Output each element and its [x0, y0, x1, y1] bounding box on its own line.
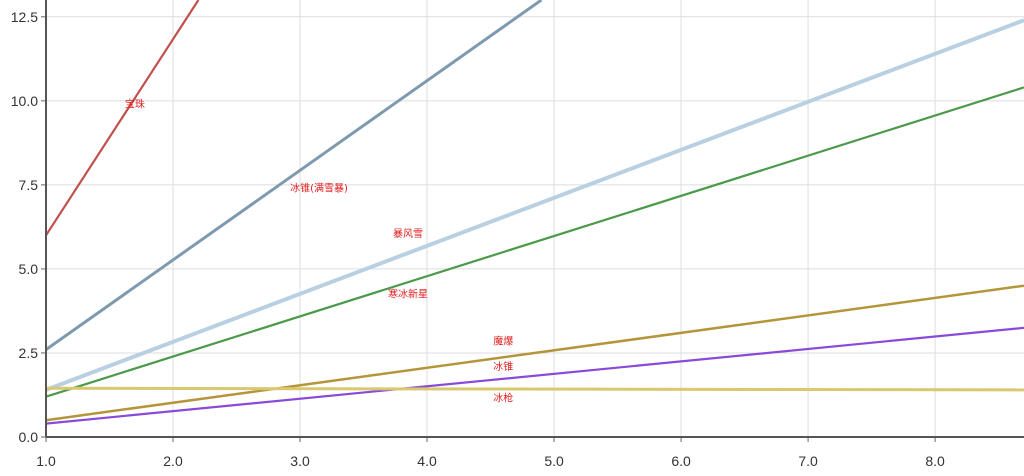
- x-tick-label: 3.0: [290, 453, 310, 469]
- x-tick-label: 5.0: [544, 453, 564, 469]
- series-line-3: [45, 86, 1024, 398]
- series-label: 冰枪: [493, 392, 513, 405]
- x-tick-label: 7.0: [798, 453, 818, 469]
- y-tick-label: 5.0: [19, 261, 39, 277]
- series-line-2: [45, 18, 1024, 392]
- series-lines: [45, 0, 1024, 425]
- x-tick-label: 1.0: [36, 453, 56, 469]
- y-tick-label: 2.5: [19, 345, 39, 361]
- series-line-1: [45, 0, 543, 351]
- y-tick-label: 0.0: [19, 429, 39, 445]
- series-line-4: [45, 284, 1024, 422]
- series-label: 魔爆: [493, 335, 513, 348]
- x-tick-label: 6.0: [671, 453, 691, 469]
- series-label: 寒冰新星: [388, 287, 428, 300]
- y-tick-label: 12.5: [11, 9, 38, 25]
- y-tick-label: 10.0: [11, 93, 38, 109]
- series-label: 冰锥(满雪暴): [290, 182, 348, 195]
- x-tick-label: 4.0: [417, 453, 437, 469]
- y-tick-label: 7.5: [19, 177, 39, 193]
- x-tick-label: 8.0: [925, 453, 945, 469]
- series-line-6: [45, 386, 1024, 392]
- series-line-0: [45, 0, 200, 236]
- series-line-5: [45, 326, 1024, 425]
- grid-lines: [46, 0, 1024, 437]
- x-tick-label: 2.0: [163, 453, 183, 469]
- series-label: 暴风雪: [393, 228, 423, 240]
- axes: 1.0 2.0 3.0 4.0 5.0 6.0 7.0 8.0 0.0 2.5 5.0 7.5 10.0…: [11, 0, 1024, 469]
- series-label: 宝珠: [125, 98, 145, 111]
- series-label: 冰锥: [493, 360, 513, 373]
